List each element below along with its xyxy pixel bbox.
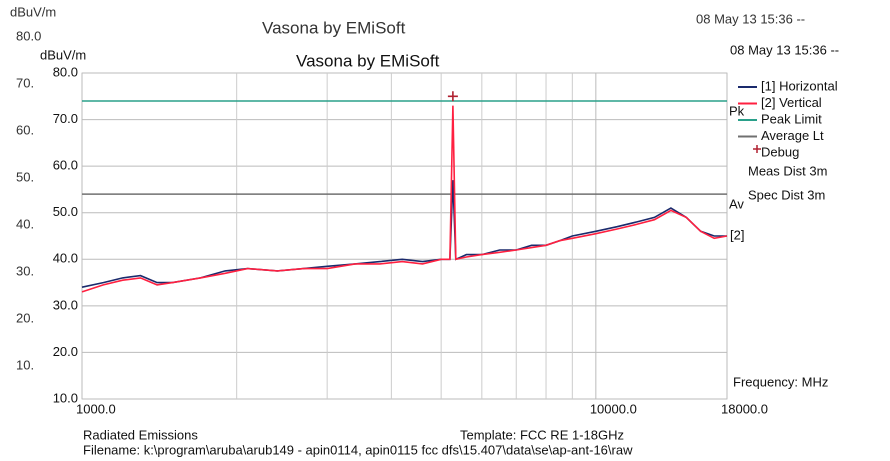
ghost-y-label: dBuV/m	[10, 4, 56, 19]
y-tick-label: 10.0	[53, 390, 78, 405]
y-tick-label: 40.0	[53, 251, 78, 266]
ghost-tick: 10.	[16, 357, 34, 372]
debug-marker	[447, 91, 458, 102]
ghost-date: 08 May 13 15:36 --	[696, 11, 805, 26]
y-tick-label: 20.0	[53, 344, 78, 359]
ghost-title: Vasona by EMiSoft	[262, 18, 406, 37]
x-tick-label: 18000.0	[721, 401, 768, 416]
end-tag: [2]	[730, 227, 744, 242]
y-tick-label: 30.0	[53, 297, 78, 312]
y-label: dBuV/m	[40, 47, 86, 62]
legend-label: Peak Limit	[761, 111, 822, 126]
x-tick-label: 10000.0	[590, 401, 637, 416]
x-tick-label: 1000.0	[76, 401, 116, 416]
date: 08 May 13 15:36 --	[730, 42, 839, 57]
ghost-tick: 80.0	[16, 28, 41, 43]
legend-label: [1] Horizontal	[761, 78, 838, 93]
ghost-tick: 50.	[16, 169, 34, 184]
note: Meas Dist 3m	[748, 163, 827, 178]
y-tick-label: 70.0	[53, 111, 78, 126]
legend-label: Debug	[761, 144, 799, 159]
series-line	[81, 105, 728, 293]
ghost-tick: 40.	[16, 216, 34, 231]
legend-swatch	[753, 145, 761, 153]
ghost-tick: 30.	[16, 263, 34, 278]
limit-tag: Pk	[729, 103, 745, 118]
x-label: Frequency: MHz	[733, 374, 828, 389]
y-tick-label: 80.0	[53, 64, 78, 79]
ghost-tick: 60.	[16, 122, 34, 137]
ghost-tick: 70.	[16, 75, 34, 90]
limit-tag: Av	[729, 197, 744, 212]
legend-label: [2] Vertical	[761, 95, 822, 110]
chart-title: Vasona by EMiSoft	[296, 51, 440, 70]
footer-template: Template: FCC RE 1-18GHz	[460, 427, 624, 442]
y-tick-label: 60.0	[53, 158, 78, 173]
legend-label: Average Lt	[761, 128, 824, 143]
note: Spec Dist 3m	[748, 187, 825, 202]
y-tick-label: 50.0	[53, 204, 78, 219]
footer-left: Radiated Emissions	[83, 427, 198, 442]
footer-filename: Filename: k:\program\aruba\arub149 - api…	[83, 442, 633, 457]
ghost-tick: 20.	[16, 310, 34, 325]
